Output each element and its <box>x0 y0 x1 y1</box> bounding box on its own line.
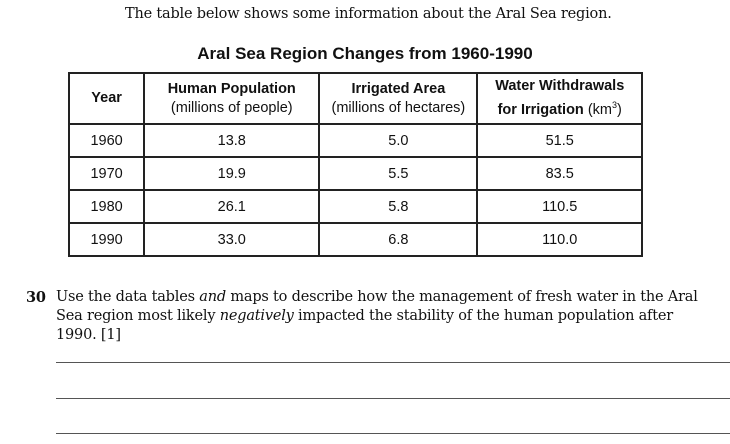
header-irrigated: Irrigated Area (millions of hectares) <box>318 72 479 125</box>
header-water: Water Withdrawals for Irrigation (km3) <box>476 72 643 125</box>
cell-year: 1990 <box>67 222 146 257</box>
answer-line[interactable] <box>56 433 730 434</box>
cell-irrigated: 6.8 <box>318 222 479 257</box>
header-water-title: Water Withdrawals <box>495 78 625 95</box>
header-population: Human Population (millions of people) <box>143 72 321 125</box>
table-row: 1970 19.9 5.5 83.5 <box>67 156 643 191</box>
cell-water: 110.0 <box>476 222 643 257</box>
cell-water: 110.5 <box>476 189 643 224</box>
cell-year: 1980 <box>67 189 146 224</box>
cell-water: 51.5 <box>476 123 643 158</box>
header-irrigated-unit: (millions of hectares) <box>331 99 466 116</box>
cell-water: 83.5 <box>476 156 643 191</box>
cell-population: 19.9 <box>143 156 321 191</box>
question-text-emphasis-and: and <box>199 289 226 305</box>
cell-population: 33.0 <box>143 222 321 257</box>
table-header-row: Year Human Population (millions of peopl… <box>67 72 643 125</box>
table-row: 1960 13.8 5.0 51.5 <box>67 123 643 158</box>
answer-line[interactable] <box>56 398 730 399</box>
question-text: Use the data tables and maps to describe… <box>56 288 716 345</box>
cell-irrigated: 5.5 <box>318 156 479 191</box>
table-title: Aral Sea Region Changes from 1960-1990 <box>0 44 730 64</box>
cell-population: 13.8 <box>143 123 321 158</box>
header-water-unit-close: ) <box>617 101 622 118</box>
question-text-part: Use the data tables <box>56 289 200 305</box>
table-title-text: Aral Sea Region Changes from 1960-1990 <box>197 44 533 63</box>
header-irrigated-title: Irrigated Area <box>351 80 446 97</box>
question-text-part: maps to describe how the management of f… <box>56 289 698 324</box>
header-population-title: Human Population <box>167 80 296 97</box>
header-year: Year <box>67 72 146 125</box>
question-number: 30 <box>26 289 46 306</box>
table-row: 1990 33.0 6.8 110.0 <box>67 222 643 257</box>
header-water-unit-sup: 3 <box>612 100 618 111</box>
cell-irrigated: 5.8 <box>318 189 479 224</box>
intro-text: The table below shows some information a… <box>125 6 612 22</box>
table-row: 1980 26.1 5.8 110.5 <box>67 189 643 224</box>
question-text-emphasis-negatively: negatively <box>219 308 294 324</box>
header-population-unit: (millions of people) <box>170 99 293 116</box>
header-water-unit: (km <box>587 101 612 118</box>
cell-irrigated: 5.0 <box>318 123 479 158</box>
question-text-part: impacted the stability of the human popu… <box>56 308 673 343</box>
aral-sea-table: Year Human Population (millions of peopl… <box>67 72 643 257</box>
cell-year: 1970 <box>67 156 146 191</box>
header-water-title-2: for Irrigation <box>497 101 584 118</box>
cell-population: 26.1 <box>143 189 321 224</box>
answer-line[interactable] <box>56 362 730 363</box>
header-year-label: Year <box>91 90 122 106</box>
cell-year: 1960 <box>67 123 146 158</box>
